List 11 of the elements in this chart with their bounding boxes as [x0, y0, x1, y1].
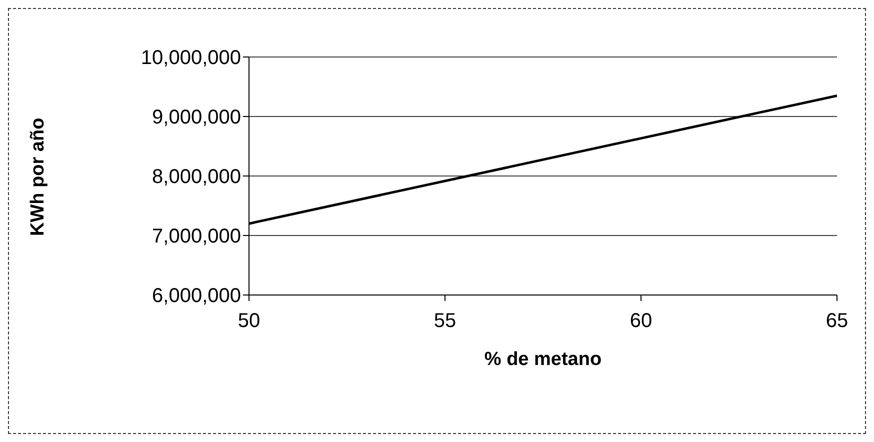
- y-tick-label: 6,000,000: [152, 285, 241, 308]
- y-tick-label: 9,000,000: [152, 106, 241, 129]
- y-tick-label: 7,000,000: [152, 226, 241, 248]
- x-tick-label: 55: [434, 310, 456, 332]
- x-tick-label: 50: [238, 310, 260, 332]
- x-tick-label: 60: [630, 310, 652, 332]
- y-tick-label: 10,000,000: [140, 47, 241, 70]
- x-tick-label: 65: [826, 310, 848, 332]
- x-axis-title: % de metano: [484, 349, 602, 370]
- y-tick-label: 8,000,000: [152, 166, 241, 188]
- y-axis-title: KWh por año: [28, 118, 49, 236]
